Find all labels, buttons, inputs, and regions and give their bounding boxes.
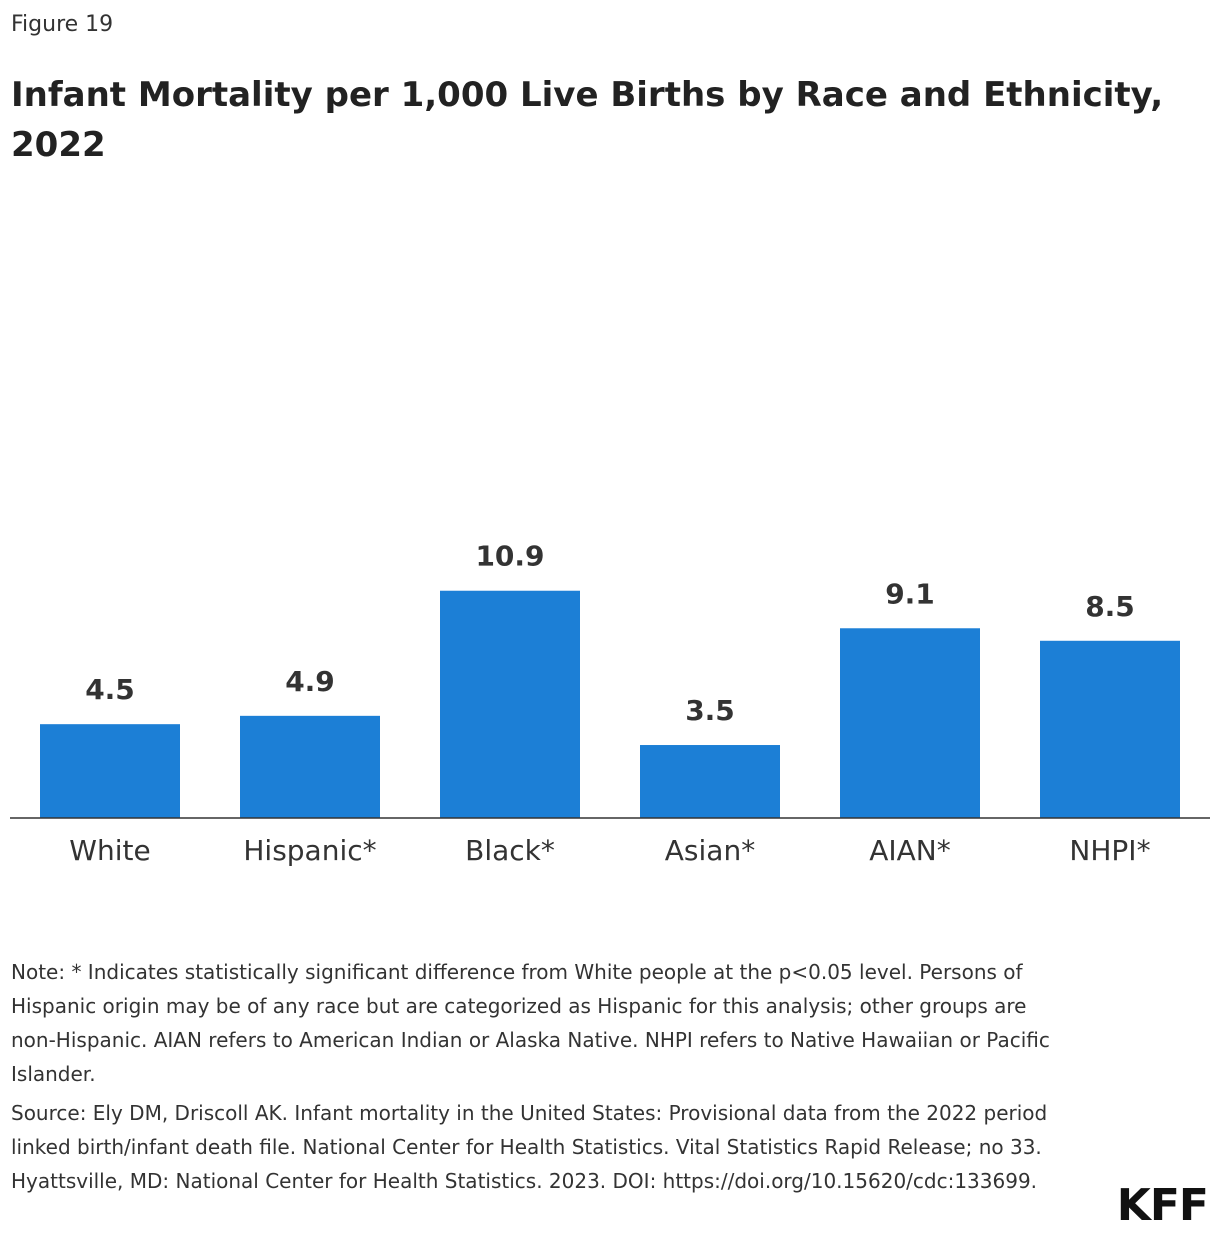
bar bbox=[40, 724, 180, 818]
source: Source: Ely DM, Driscoll AK. Infant mort… bbox=[11, 1101, 1048, 1193]
bar bbox=[1040, 640, 1180, 818]
bar bbox=[240, 715, 380, 818]
data-label: 4.9 bbox=[285, 665, 335, 698]
logo: KFF bbox=[1116, 1180, 1209, 1231]
x-tick-label: NHPI* bbox=[1069, 834, 1150, 867]
x-tick-label: Hispanic* bbox=[243, 834, 376, 867]
bar bbox=[640, 745, 780, 818]
data-label: 9.1 bbox=[885, 577, 935, 610]
x-tick-label: Black* bbox=[465, 834, 555, 867]
data-label: 10.9 bbox=[475, 540, 544, 573]
bar bbox=[840, 628, 980, 818]
data-label: 8.5 bbox=[1085, 590, 1135, 623]
figure-label: Figure 19 bbox=[11, 12, 114, 37]
chart: 4.5 White 4.9 Hispanic* 10.9 Black* 3.5 Asian* 9… bbox=[10, 540, 1210, 867]
data-label: 3.5 bbox=[685, 694, 735, 727]
x-tick-label: AIAN* bbox=[869, 834, 951, 867]
x-tick-label: White bbox=[69, 834, 150, 867]
note: Note: * Indicates statistically signific… bbox=[11, 960, 1050, 1086]
bar bbox=[440, 590, 580, 818]
chart-title: Infant Mortality per 1,000 Live Births b… bbox=[11, 75, 1164, 165]
data-label: 4.5 bbox=[85, 673, 135, 706]
x-tick-label: Asian* bbox=[665, 834, 755, 867]
